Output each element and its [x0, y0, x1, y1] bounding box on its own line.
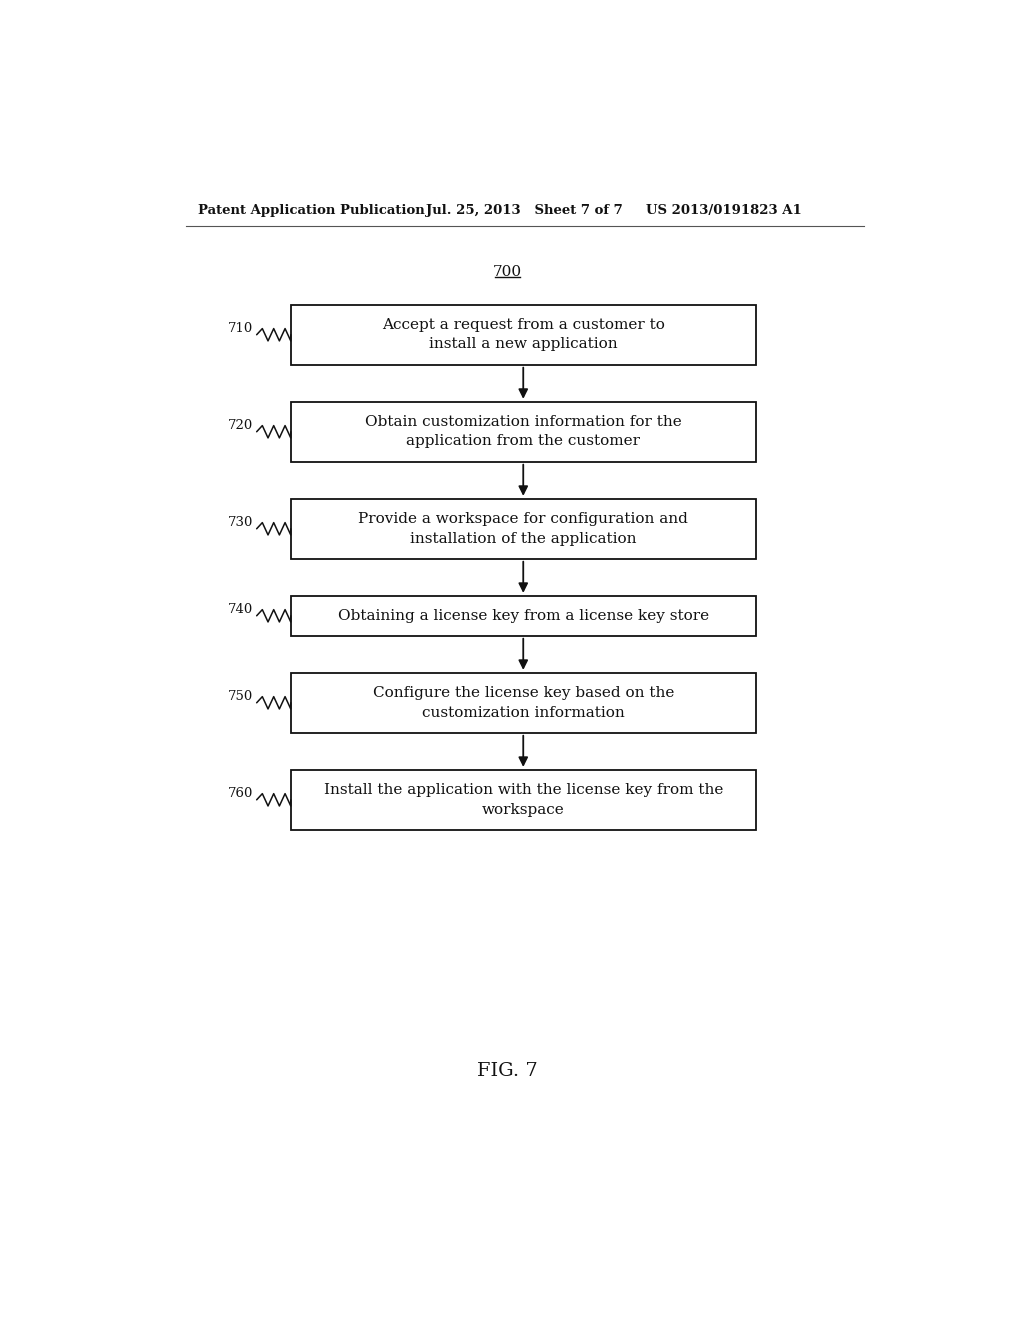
Text: 740: 740	[228, 603, 254, 616]
Text: Install the application with the license key from the
workspace: Install the application with the license…	[324, 783, 723, 817]
Text: Configure the license key based on the
customization information: Configure the license key based on the c…	[373, 686, 674, 719]
Bar	[291, 305, 756, 364]
Bar	[291, 673, 756, 733]
Text: FIG. 7: FIG. 7	[477, 1061, 539, 1080]
Bar	[291, 770, 756, 830]
Bar	[291, 499, 756, 558]
Text: 750: 750	[228, 690, 254, 704]
Text: 720: 720	[228, 418, 254, 432]
Text: Accept a request from a customer to
install a new application: Accept a request from a customer to inst…	[382, 318, 665, 351]
Text: 760: 760	[228, 787, 254, 800]
Text: 700: 700	[494, 265, 522, 280]
Text: Obtain customization information for the
application from the customer: Obtain customization information for the…	[365, 414, 682, 449]
Bar	[291, 595, 756, 636]
Text: 730: 730	[228, 516, 254, 529]
Text: Obtaining a license key from a license key store: Obtaining a license key from a license k…	[338, 609, 709, 623]
Text: 710: 710	[228, 322, 254, 335]
Text: Provide a workspace for configuration and
installation of the application: Provide a workspace for configuration an…	[358, 512, 688, 545]
Text: Patent Application Publication: Patent Application Publication	[198, 205, 425, 218]
Text: US 2013/0191823 A1: US 2013/0191823 A1	[646, 205, 802, 218]
Bar	[291, 401, 756, 462]
Text: Jul. 25, 2013   Sheet 7 of 7: Jul. 25, 2013 Sheet 7 of 7	[426, 205, 624, 218]
